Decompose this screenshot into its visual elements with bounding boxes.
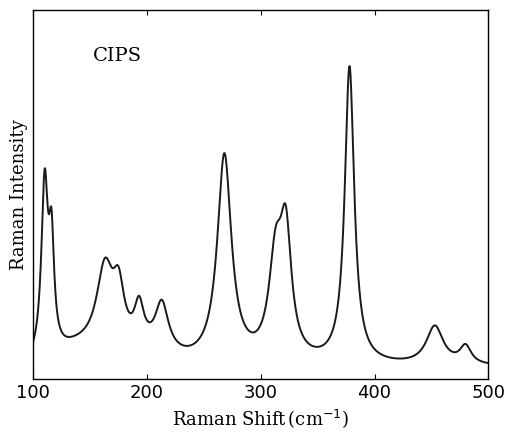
Text: CIPS: CIPS — [92, 47, 142, 65]
Y-axis label: Raman Intensity: Raman Intensity — [10, 119, 28, 270]
X-axis label: Raman Shift$\,$(cm$^{-1}$): Raman Shift$\,$(cm$^{-1}$) — [173, 407, 349, 430]
